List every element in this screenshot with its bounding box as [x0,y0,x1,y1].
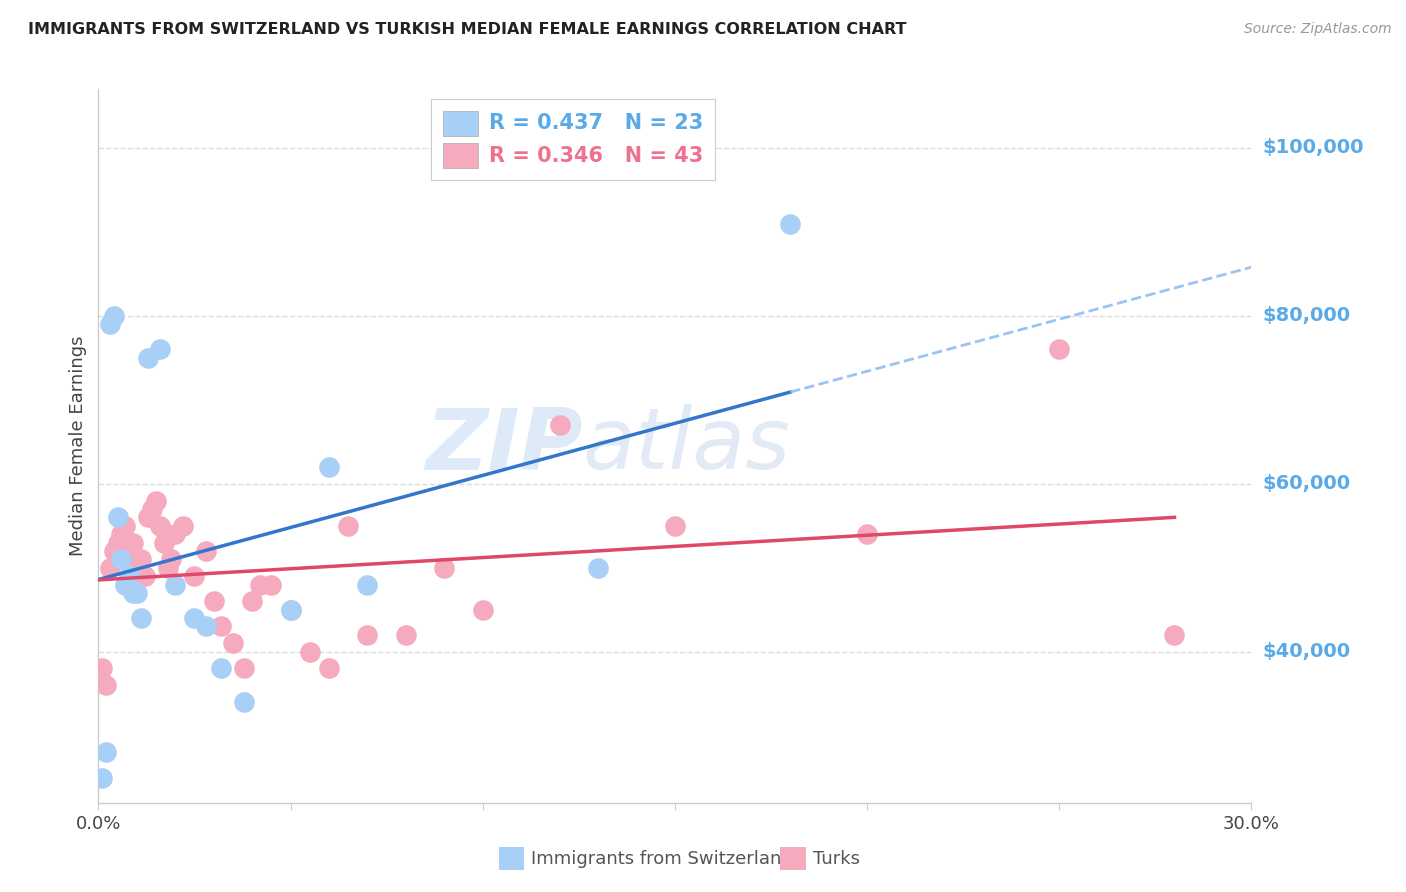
Point [779,217,801,231]
Point [107,535,129,549]
Point [195,619,218,633]
Point [160,552,183,566]
Point [107,510,129,524]
Point [548,417,571,432]
Point [337,518,360,533]
Text: $40,000: $40,000 [1263,642,1351,661]
Point [91,771,114,785]
Text: ZIP: ZIP [425,404,582,488]
Text: $60,000: $60,000 [1263,475,1351,493]
Point [318,661,340,675]
Text: Source: ZipAtlas.com: Source: ZipAtlas.com [1244,22,1392,37]
Text: Immigrants from Switzerland: Immigrants from Switzerland [531,849,793,868]
Text: $80,000: $80,000 [1263,306,1351,326]
Point [152,535,174,549]
Point [195,544,218,558]
Point [222,636,245,650]
Point [98,560,121,574]
Point [145,493,167,508]
Point [149,343,172,357]
Point [183,611,205,625]
Point [165,527,187,541]
Point [125,586,148,600]
Point [280,603,302,617]
Y-axis label: Median Female Earnings: Median Female Earnings [69,335,87,557]
Point [114,518,136,533]
Point [433,560,456,574]
Text: $100,000: $100,000 [1263,138,1364,158]
Text: atlas: atlas [582,404,790,488]
Point [209,619,232,633]
Point [318,460,340,475]
Point [249,577,271,591]
Point [356,577,378,591]
Point [156,560,179,574]
Point [471,603,494,617]
Point [172,518,194,533]
Point [103,544,125,558]
Point [138,351,160,365]
Point [141,502,163,516]
Point [183,569,205,583]
Point [110,527,132,541]
Legend: R = 0.437   N = 23, R = 0.346   N = 43: R = 0.437 N = 23, R = 0.346 N = 43 [432,99,716,180]
Point [202,594,225,608]
Point [98,318,121,332]
Point [129,552,152,566]
Point [1047,343,1070,357]
Point [110,552,132,566]
Text: Turks: Turks [813,849,859,868]
Point [94,746,117,760]
Point [103,309,125,323]
Point [298,645,321,659]
Point [209,661,232,675]
Point [280,603,302,617]
Point [134,569,156,583]
Point [125,560,148,574]
Point [114,577,136,591]
Point [586,560,609,574]
Point [94,678,117,692]
Point [664,518,686,533]
Point [856,527,879,541]
Point [233,695,256,709]
Point [240,594,263,608]
Point [118,569,141,583]
Point [122,535,145,549]
Point [138,510,160,524]
Point [118,544,141,558]
Point [165,577,187,591]
Text: IMMIGRANTS FROM SWITZERLAND VS TURKISH MEDIAN FEMALE EARNINGS CORRELATION CHART: IMMIGRANTS FROM SWITZERLAND VS TURKISH M… [28,22,907,37]
Point [122,586,145,600]
Point [233,661,256,675]
Point [356,628,378,642]
Point [1163,628,1185,642]
Point [91,661,114,675]
Point [149,518,172,533]
Point [395,628,418,642]
Point [129,611,152,625]
Point [260,577,283,591]
